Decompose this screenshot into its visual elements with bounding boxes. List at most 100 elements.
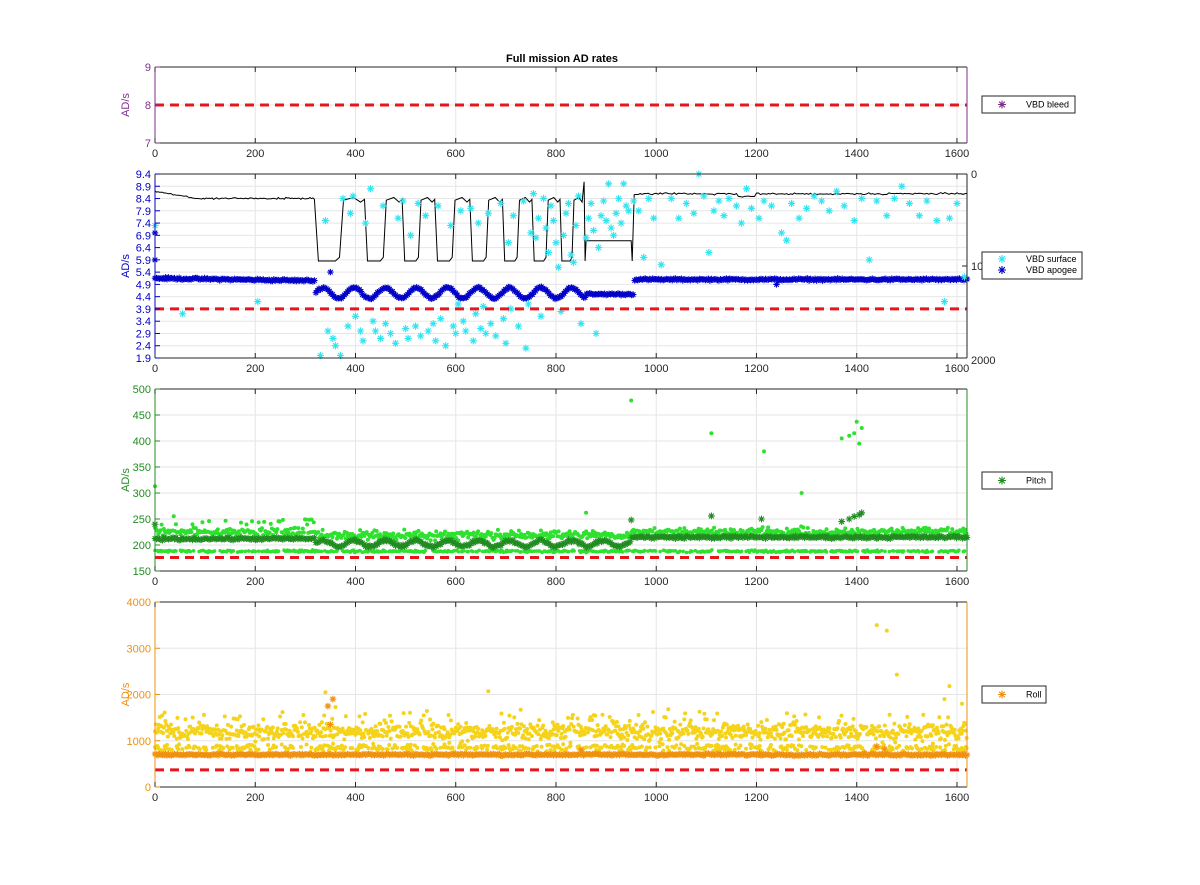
roll-dot	[835, 726, 840, 731]
vbd-surface-mark	[549, 217, 558, 225]
roll-dot	[429, 748, 434, 753]
roll-dot	[252, 744, 257, 749]
roll-dot	[768, 731, 773, 736]
roll-dot	[683, 711, 688, 716]
roll-dot	[679, 742, 684, 747]
roll-dot	[781, 721, 786, 726]
roll-dot	[432, 735, 437, 740]
vbd-surface-mark	[572, 221, 580, 230]
roll-dot	[745, 722, 750, 727]
roll-dot	[611, 721, 616, 726]
roll-dot	[695, 733, 700, 738]
pitch-mark	[858, 509, 866, 517]
roll-dot	[436, 723, 441, 728]
series-marks-roll	[151, 623, 971, 760]
roll-dot	[176, 747, 181, 752]
vbd-surface-mark	[569, 258, 578, 266]
vbd-surface-mark	[840, 202, 848, 210]
roll-dot	[893, 740, 898, 745]
vbd-surface-mark	[351, 312, 360, 320]
roll-dot	[330, 716, 335, 721]
pitch-dot	[159, 522, 164, 527]
roll-dot	[946, 715, 951, 720]
vbd-surface-mark	[254, 298, 262, 306]
roll-dot	[465, 738, 470, 743]
roll-dot	[294, 726, 299, 731]
roll-dot	[616, 724, 621, 729]
pitch-dot	[466, 535, 471, 540]
roll-dot	[407, 720, 412, 725]
pitch-dot	[365, 537, 370, 542]
y-tick-label: 400	[133, 436, 151, 448]
vbd-apogee-mark	[702, 276, 709, 284]
pitch-dot	[402, 527, 407, 532]
vbd-surface-mark	[447, 221, 455, 230]
pitch-dot	[293, 525, 298, 530]
roll-dot	[837, 718, 842, 723]
vbd-surface-mark	[960, 273, 969, 281]
roll-dot	[460, 739, 465, 744]
roll-dot	[456, 722, 461, 727]
roll-dot	[535, 723, 540, 728]
roll-dot	[554, 733, 559, 738]
roll-dot	[383, 721, 388, 726]
pitch-dot	[739, 549, 744, 554]
roll-dot	[794, 718, 799, 723]
roll-dot	[243, 730, 248, 735]
roll-dot	[204, 747, 209, 752]
roll-dot	[242, 722, 247, 727]
roll-dot	[419, 718, 424, 723]
roll-dot	[177, 742, 182, 747]
roll-dot	[561, 742, 566, 747]
roll-dot	[724, 735, 729, 740]
vbd-surface-mark	[344, 322, 352, 330]
pitch-mark	[748, 533, 756, 540]
vbd-surface-mark	[610, 231, 618, 239]
vbd-surface-mark	[402, 325, 410, 333]
x-tick-label: 0	[152, 576, 158, 588]
pitch-dot	[256, 549, 261, 553]
roll-dot	[503, 745, 508, 750]
roll-dot	[568, 743, 573, 748]
legend-marker	[998, 266, 1006, 274]
pitch-dot	[709, 431, 714, 436]
vbd-apogee-mark	[503, 286, 511, 293]
vbd-surface-mark	[705, 248, 713, 257]
pitch-dot	[766, 525, 771, 530]
pitch-mark	[554, 542, 562, 549]
x-tick-label: 0	[152, 363, 158, 375]
pitch-dot	[650, 529, 655, 534]
roll-dot	[594, 733, 599, 738]
vbd-surface-mark	[567, 251, 575, 259]
vbd-surface-mark	[349, 192, 357, 200]
vbd-surface-mark	[547, 202, 555, 210]
pitch-dot	[190, 522, 195, 527]
roll-dot	[275, 726, 280, 731]
roll-dot	[485, 743, 490, 748]
roll-dot	[590, 728, 595, 733]
roll-dot	[529, 733, 534, 738]
x-tick-label: 1200	[744, 576, 768, 588]
vbd-apogee-mark	[634, 277, 641, 284]
roll-dot	[442, 742, 447, 747]
roll-dot	[395, 745, 400, 750]
vbd-apogee-mark	[808, 276, 816, 283]
roll-dot	[298, 733, 303, 738]
pitch-dot	[384, 531, 389, 536]
vbd-surface-mark	[650, 214, 658, 222]
pitch-dot	[901, 549, 906, 553]
roll-dot	[248, 747, 253, 752]
roll-dot	[661, 726, 666, 731]
vbd-surface-mark	[442, 342, 450, 350]
roll-dot	[256, 747, 261, 752]
pitch-dot	[250, 519, 255, 524]
pitch-dot	[839, 436, 844, 441]
roll-dot	[261, 717, 266, 722]
roll-dot	[807, 728, 812, 733]
pitch-mark	[781, 533, 789, 541]
pitch-dot	[277, 519, 282, 524]
pitch-dot	[316, 530, 321, 535]
pitch-mark	[317, 537, 324, 545]
pitch-dot	[443, 529, 448, 534]
x-tick-label: 600	[447, 792, 465, 804]
